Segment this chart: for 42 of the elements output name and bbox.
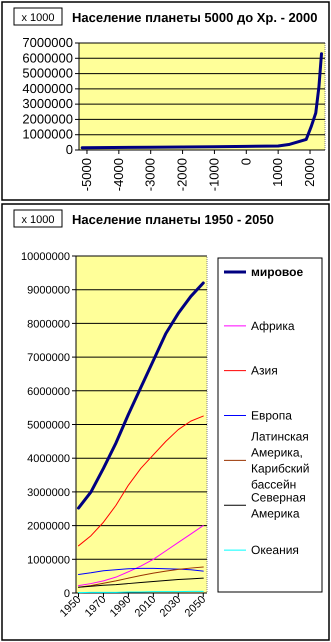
y-tick-label: 2000000 xyxy=(22,111,73,126)
y-tick-label: 8000000 xyxy=(27,318,70,330)
line-series xyxy=(78,525,204,586)
line-series xyxy=(78,416,204,546)
y-tick-label: 1000000 xyxy=(27,554,70,566)
chart-title: Население планеты 5000 до Хр. - 2000 xyxy=(72,10,318,25)
y-tick-label: 6000000 xyxy=(27,386,70,398)
legend-label: Европа xyxy=(251,408,292,423)
x-tick-label: 0 xyxy=(238,158,254,166)
x-tick-label: -1000 xyxy=(206,158,222,192)
x-tick-label: -5000 xyxy=(78,158,94,192)
line-series xyxy=(76,281,205,510)
y-tick-label: 7000000 xyxy=(22,35,73,50)
y-tick-label: 5000000 xyxy=(27,420,70,432)
legend-label: мировое xyxy=(251,265,304,279)
chart-title: Население планеты 1950 - 2050 xyxy=(72,212,274,227)
x-tick-label: 2000 xyxy=(302,158,318,187)
y-tick-label: 4000000 xyxy=(22,80,73,96)
text: x 1000 xyxy=(21,214,55,226)
x-tick-label: -3000 xyxy=(142,158,158,192)
line-series xyxy=(80,52,323,150)
line-series xyxy=(78,568,204,575)
legend-label: Африка xyxy=(251,318,295,333)
text: x 1000 xyxy=(21,12,55,24)
legend-label: Латинская Америка, Карибский бассейн xyxy=(251,429,310,492)
x-tick-label: -4000 xyxy=(110,158,126,192)
y-tick-label: 5000000 xyxy=(22,66,73,81)
y-tick-label: 3000000 xyxy=(27,486,70,499)
y-tick-label: 4000000 xyxy=(27,453,70,466)
y-tick-label: 2000000 xyxy=(27,520,70,533)
x-tick-label: 1000 xyxy=(270,158,286,187)
y-tick-label: 1000000 xyxy=(22,126,73,142)
y-tick-label: 3000000 xyxy=(22,96,73,112)
y-tick-label: 0 xyxy=(66,142,73,157)
y-tick-label: 7000000 xyxy=(27,352,70,364)
legend-label: Азия xyxy=(251,364,278,378)
legend-label: Северная Америка xyxy=(251,490,306,520)
legend-label: Океания xyxy=(251,543,299,558)
y-tick-label: 10000000 xyxy=(21,251,70,263)
y-tick-label: 9000000 xyxy=(27,284,70,297)
x-tick-label: -2000 xyxy=(174,158,190,192)
y-tick-label: 6000000 xyxy=(22,50,73,66)
